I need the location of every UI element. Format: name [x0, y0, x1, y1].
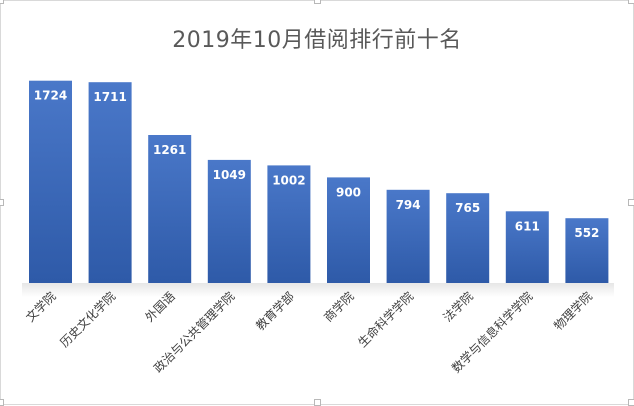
- bar: [565, 218, 609, 283]
- resize-handle-left[interactable]: [0, 199, 4, 206]
- bar: [207, 159, 251, 283]
- bar: [267, 165, 311, 283]
- data-label: 1261: [153, 143, 186, 157]
- data-labels-group: 1724 1711 1261 1049 1002 900 794 765 611 552: [34, 89, 600, 241]
- data-label: 794: [396, 198, 421, 212]
- category-label: 生命科学学院: [355, 289, 417, 351]
- data-label: 1724: [34, 89, 67, 103]
- resize-handle-right[interactable]: [628, 199, 634, 206]
- data-label: 1711: [93, 90, 126, 104]
- chart-title: 2019年10月借阅排行前十名: [172, 28, 462, 53]
- resize-handle-top-left[interactable]: [0, 0, 4, 4]
- bar: [386, 189, 430, 283]
- bar: [148, 135, 192, 283]
- data-label: 1049: [213, 168, 246, 182]
- bars-group: [29, 80, 609, 283]
- data-label: 765: [455, 201, 480, 215]
- data-label: 611: [515, 219, 540, 233]
- bar: [327, 177, 370, 283]
- bar: [88, 82, 132, 283]
- bar: [29, 80, 72, 283]
- bar: [446, 193, 490, 283]
- data-label: 552: [574, 226, 599, 240]
- data-label: 900: [336, 185, 361, 199]
- data-label: 1002: [272, 173, 305, 187]
- resize-handle-top[interactable]: [314, 0, 321, 4]
- floor-shadow: [22, 283, 614, 297]
- category-label: 历史文化学院: [57, 289, 119, 351]
- resize-handle-top-right[interactable]: [628, 0, 634, 4]
- bar: [505, 211, 549, 283]
